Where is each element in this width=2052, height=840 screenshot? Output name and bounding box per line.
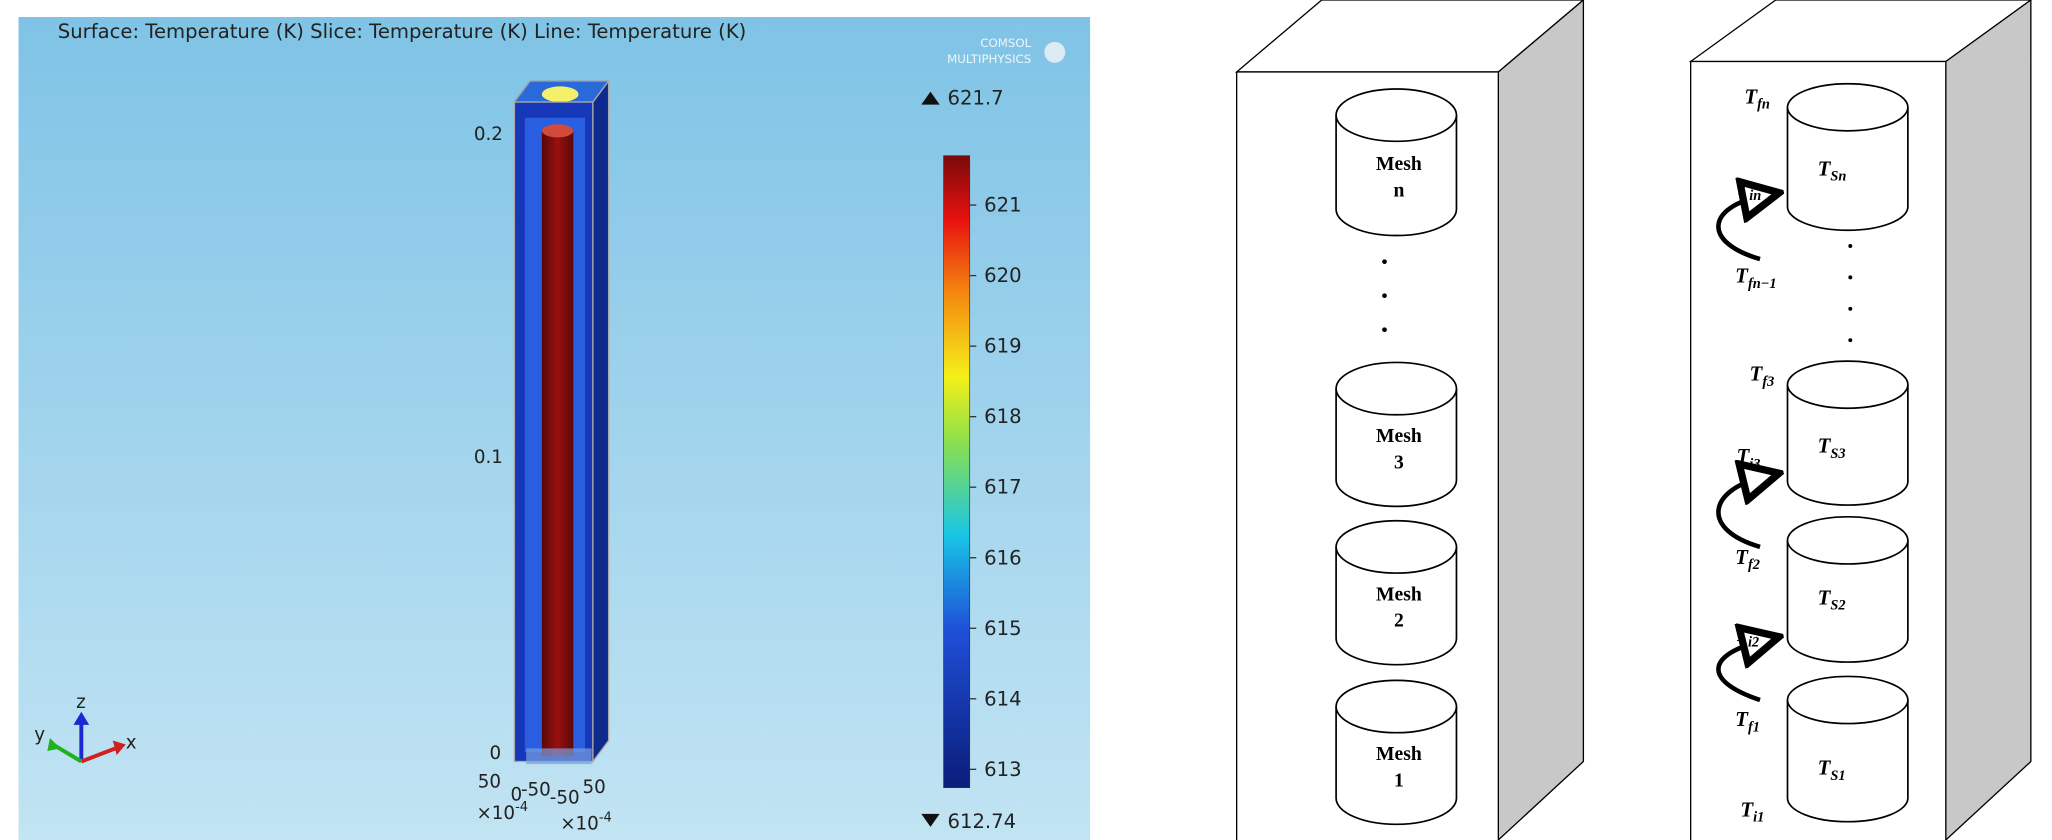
dot — [1382, 327, 1387, 332]
label-sub: S2 — [1830, 598, 1845, 614]
dot — [1848, 275, 1852, 279]
simulation-panel: Surface: Temperature (K) Slice: Temperat… — [19, 17, 1091, 840]
cylinder-top — [1787, 517, 1907, 564]
colorbar-tick-label: 614 — [984, 687, 1021, 710]
figure: Surface: Temperature (K) Slice: Temperat… — [0, 0, 2052, 840]
label-sub: i3 — [1749, 456, 1760, 472]
colorbar-min: 612.74 — [947, 810, 1016, 833]
mesh-label: 1 — [1394, 770, 1404, 791]
plot-title: Surface: Temperature (K) Slice: Temperat… — [58, 20, 747, 43]
xy-tick-label: -50 — [521, 780, 551, 801]
column-side — [593, 81, 609, 761]
cylinder-top — [1336, 521, 1456, 573]
xy-tick-label: 50 — [582, 777, 605, 798]
cylinder-top — [1787, 84, 1907, 131]
dot — [1382, 259, 1387, 264]
label-sub: f1 — [1748, 719, 1760, 735]
cylinder-top — [1336, 89, 1456, 141]
triad-label: y — [34, 725, 45, 746]
mesh-label: Mesh — [1376, 426, 1422, 447]
box-side — [1498, 0, 1583, 840]
colorbar-tick-label: 616 — [984, 546, 1021, 569]
box-side — [1946, 0, 2031, 840]
label-sub: S3 — [1830, 446, 1845, 462]
cylinder-top — [1787, 676, 1907, 723]
colorbar-max: 621.7 — [947, 87, 1003, 110]
mesh-diagram: Mesh n Mesh 3 Mesh 2 Mesh 1 — [1237, 0, 1584, 840]
temperature-diagram: TfnTSnTinTfn−1Tf3TS3Ti3Tf2TS2Ti2Tf1TS1Ti… — [1691, 0, 2031, 840]
mesh-label: 3 — [1394, 452, 1404, 473]
column-base — [526, 748, 591, 764]
rod — [542, 131, 573, 756]
triad-label: z — [76, 692, 86, 713]
dot — [1848, 307, 1852, 311]
page: Surface: Temperature (K) Slice: Temperat… — [0, 0, 2052, 840]
mesh-label: 2 — [1394, 611, 1404, 632]
label-sub: i2 — [1748, 634, 1759, 650]
cylinder-top — [1787, 361, 1907, 408]
mesh-label: Mesh — [1376, 154, 1422, 175]
z-tick-label: 0.2 — [474, 124, 503, 145]
label-sub: f2 — [1748, 557, 1760, 573]
colorbar-tick-label: 619 — [984, 335, 1021, 358]
label-sub: i1 — [1753, 810, 1764, 826]
rod-top — [542, 124, 573, 137]
cylinder-top — [1336, 680, 1456, 732]
mesh-label: Mesh — [1376, 585, 1422, 606]
dot — [1848, 338, 1852, 342]
label-sub: Sn — [1830, 169, 1846, 185]
colorbar-tick-label: 617 — [984, 476, 1021, 499]
triad-label: x — [126, 732, 137, 753]
label-sub: fn−1 — [1748, 276, 1777, 292]
mesh-label: n — [1393, 180, 1404, 201]
z-tick-label: 0 — [490, 743, 502, 764]
dot — [1848, 244, 1852, 248]
colorbar — [944, 156, 970, 788]
colorbar-tick-label: 621 — [984, 194, 1021, 217]
xy-tick-label: 50 — [478, 772, 501, 793]
cylinder-top — [1336, 362, 1456, 414]
logo: MULTIPHYSICS — [947, 52, 1031, 66]
label-sub: f3 — [1762, 374, 1774, 390]
dot — [1382, 293, 1387, 298]
z-tick-label: 0.1 — [474, 447, 503, 468]
colorbar-tick-label: 618 — [984, 405, 1021, 428]
label-sub: in — [1749, 188, 1761, 204]
label-sub: S1 — [1830, 768, 1845, 784]
mesh-label: Mesh — [1376, 744, 1422, 765]
logo-icon — [1044, 42, 1065, 63]
colorbar-tick-label: 620 — [984, 264, 1021, 287]
xy-tick-label: -50 — [550, 787, 580, 808]
colorbar-tick-label: 613 — [984, 758, 1021, 781]
colorbar-tick-label: 615 — [984, 617, 1021, 640]
logo: COMSOL — [980, 36, 1031, 50]
label-sub: fn — [1757, 97, 1770, 113]
hot-spot — [542, 86, 579, 102]
